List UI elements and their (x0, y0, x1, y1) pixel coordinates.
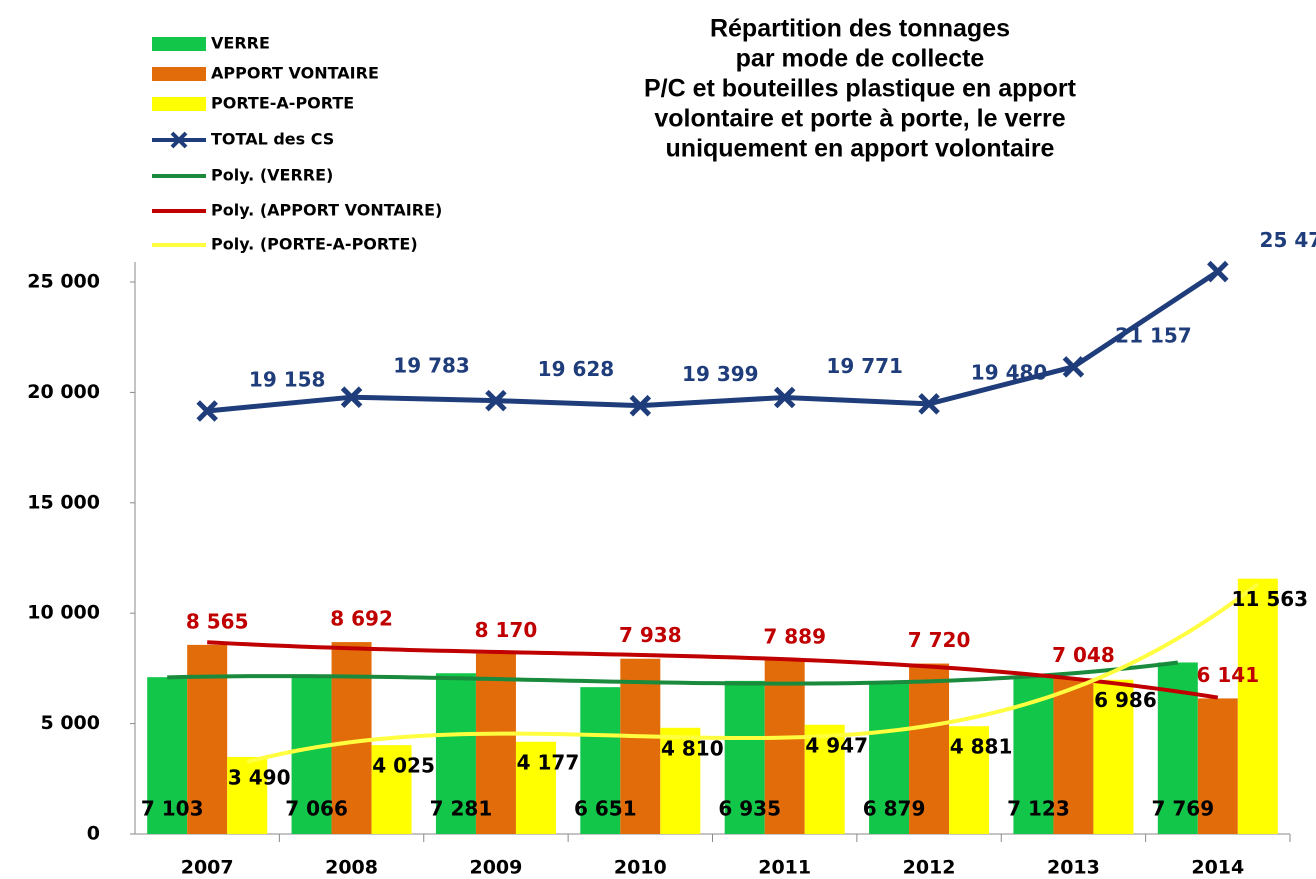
value-label: 6 935 (718, 797, 781, 821)
value-label: 7 769 (1151, 797, 1214, 821)
value-label: 6 141 (1196, 663, 1259, 687)
bar (660, 727, 701, 834)
value-label: 6 651 (574, 797, 637, 821)
marker (918, 393, 940, 415)
bar (949, 726, 990, 834)
bar (1093, 679, 1134, 834)
bar (331, 642, 372, 834)
y-tick-label: 25 000 (27, 271, 100, 293)
value-label: 11 563 (1232, 587, 1309, 611)
bar (909, 663, 950, 834)
bar (515, 741, 556, 834)
value-label: 7 066 (285, 797, 348, 821)
bar (869, 682, 910, 834)
marker (773, 386, 796, 409)
marker (485, 389, 507, 412)
x-tick-label: 2014 (1191, 857, 1244, 879)
legend-label: Poly. (APPORT VONTAIRE) (211, 201, 442, 220)
trendline (246, 582, 1260, 764)
chart-title: P/C et bouteilles plastique en apport (644, 75, 1077, 103)
bar (227, 756, 268, 834)
value-label: 4 025 (372, 754, 435, 778)
value-label: 7 281 (430, 797, 493, 821)
value-label: 7 720 (908, 628, 971, 652)
value-label: 21 157 (1115, 323, 1192, 347)
x-tick-label: 2009 (469, 857, 522, 879)
y-tick-label: 20 000 (27, 381, 100, 403)
marker (629, 394, 652, 417)
value-label: 25 473 (1260, 228, 1316, 252)
bar (1053, 678, 1094, 834)
bar (620, 658, 661, 834)
value-label: 8 692 (330, 607, 393, 631)
bar (475, 653, 516, 834)
value-label: 19 628 (538, 357, 615, 381)
value-label: 6 986 (1094, 688, 1157, 712)
bar (764, 659, 805, 834)
x-tick-label: 2011 (758, 857, 811, 879)
value-label: 4 810 (661, 736, 724, 760)
bar (1197, 698, 1238, 834)
trendline (167, 660, 1179, 686)
value-label: 19 480 (971, 360, 1048, 384)
legend-label: APPORT VONTAIRE (211, 64, 379, 83)
bar (371, 745, 412, 834)
legend-swatch (152, 37, 206, 51)
marker (340, 386, 363, 408)
value-label: 4 947 (805, 733, 868, 757)
bar (724, 680, 765, 834)
legend-marker (170, 131, 188, 149)
legend-label: PORTE-A-PORTE (211, 94, 354, 113)
legend-label: Poly. (VERRE) (211, 166, 333, 185)
trendline (207, 640, 1219, 700)
value-label: 19 158 (249, 367, 326, 391)
x-tick-label: 2012 (903, 857, 956, 879)
x-tick-label: 2008 (325, 857, 378, 879)
value-label: 3 490 (228, 765, 291, 789)
value-label: 7 889 (763, 624, 826, 648)
x-tick-label: 2010 (614, 857, 667, 879)
chart-title: par mode de collecte (736, 45, 985, 73)
bar (147, 677, 188, 834)
legend-swatch (152, 97, 206, 111)
marker (1207, 260, 1229, 283)
chart-title: Répartition des tonnages (710, 15, 1010, 43)
y-tick-label: 5 000 (41, 712, 101, 734)
legend-label: Poly. (PORTE-A-PORTE) (211, 235, 418, 254)
legend-swatch (152, 67, 206, 81)
marker (196, 400, 218, 422)
value-label: 6 879 (863, 797, 926, 821)
value-label: 4 881 (950, 735, 1013, 759)
x-tick-label: 2007 (181, 857, 234, 879)
value-label: 4 177 (517, 750, 580, 774)
value-label: 8 565 (186, 609, 249, 633)
chart-title: uniquement en apport volontaire (666, 135, 1055, 163)
bar (1237, 578, 1278, 834)
value-label: 19 771 (826, 354, 903, 378)
value-label: 7 123 (1007, 797, 1070, 821)
value-label: 7 938 (619, 623, 682, 647)
value-label: 7 048 (1052, 643, 1115, 667)
bar (804, 724, 845, 834)
y-tick-label: 0 (87, 823, 100, 845)
legend-label: VERRE (211, 34, 270, 53)
value-label: 19 399 (682, 362, 759, 386)
y-tick-label: 15 000 (27, 491, 100, 513)
x-tick-label: 2013 (1047, 857, 1100, 879)
chart-title: volontaire et porte à porte, le verre (654, 105, 1065, 133)
y-tick-label: 10 000 (27, 602, 100, 624)
line (206, 269, 1220, 414)
value-label: 19 783 (393, 354, 470, 378)
legend-label: TOTAL des CS (211, 130, 334, 149)
bar (580, 687, 621, 834)
value-label: 7 103 (141, 797, 204, 821)
bar (291, 677, 332, 834)
value-label: 8 170 (475, 618, 538, 642)
marker (1062, 356, 1085, 378)
bar (435, 673, 476, 834)
